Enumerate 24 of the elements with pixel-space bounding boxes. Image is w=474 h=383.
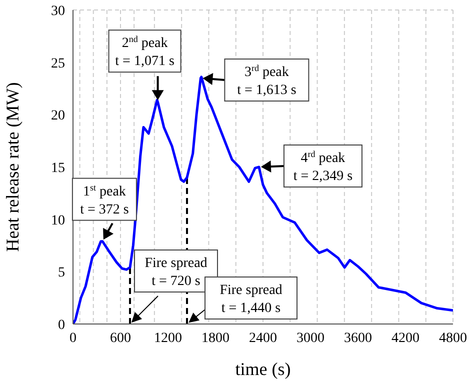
y-tick-label: 10 bbox=[51, 213, 65, 228]
x-tick-label: 600 bbox=[110, 330, 131, 346]
y-axis-title: Heat release rate (MW) bbox=[2, 82, 22, 252]
x-tick-label: 1800 bbox=[202, 330, 230, 346]
y-tick-label: 15 bbox=[51, 160, 65, 176]
x-tick-label: 3000 bbox=[296, 330, 324, 346]
x-tick-label: 0 bbox=[70, 330, 76, 346]
y-tick-label: 25 bbox=[51, 56, 65, 72]
annotation: 1$^{st}$ peak t = 372 s bbox=[80, 182, 129, 218]
x-tick-label: 4200 bbox=[392, 330, 420, 346]
x-tick-label: 2400 bbox=[249, 330, 277, 346]
annotation: 4$^{rd}$ peak t = 2,349 s bbox=[293, 149, 353, 184]
x-tick-label: 3600 bbox=[344, 330, 372, 346]
annotation: Fire spread t = 720 s bbox=[144, 256, 208, 289]
x-tick-label: 4800 bbox=[439, 330, 467, 346]
y-tick-label: 0 bbox=[58, 318, 65, 333]
y-tick-label: 20 bbox=[51, 108, 65, 124]
x-axis-title: time (s) bbox=[235, 359, 291, 379]
y-tick-label: 5 bbox=[58, 266, 65, 281]
annotation: 2$^{nd}$ peak t = 1,071 s bbox=[115, 34, 174, 70]
y-tick-label: 30 bbox=[51, 4, 65, 19]
annotation: 3$^{rd}$ peak t = 1,613 s bbox=[237, 63, 296, 98]
annotation: Fire spread t = 1,440 s bbox=[220, 283, 282, 316]
x-tick-label: 1200 bbox=[154, 330, 182, 346]
